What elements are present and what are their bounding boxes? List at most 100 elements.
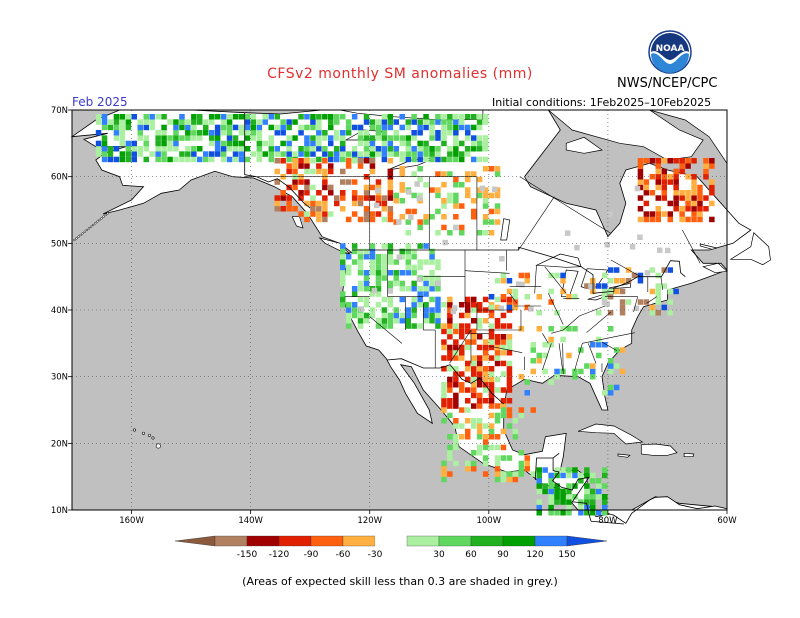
anomaly-cell [316,156,322,163]
anomaly-cell [643,190,650,196]
anomaly-cell [423,151,429,157]
anomaly-cell [494,208,501,215]
anomaly-cell [661,190,667,196]
anomaly-cells-layer [95,114,715,516]
anomaly-cell [107,146,114,152]
anomaly-cell [363,216,370,223]
anomaly-cell [453,339,459,345]
anomaly-cell [191,151,197,157]
anomaly-cell [643,216,650,223]
anomaly-cell [399,214,405,220]
anomaly-cell [465,407,471,413]
anomaly-cell [149,119,155,125]
anomaly-cell [530,471,536,477]
anomaly-cell [703,168,709,175]
anomaly-cell [381,312,388,319]
anomaly-cell [381,206,388,212]
anomaly-cell [435,114,441,120]
anomaly-cell [453,328,459,335]
anomaly-cell [572,368,578,375]
anomaly-cell [453,376,459,383]
anomaly-cell [584,363,590,369]
anomaly-cell [453,371,459,377]
anomaly-cell [649,190,656,196]
anomaly-cell [476,398,483,404]
anomaly-cell [369,124,376,131]
anomaly-cell [590,342,596,348]
anomaly-cell [691,190,697,196]
anomaly-cell [524,294,530,300]
anomaly-cell [256,151,263,157]
anomaly-cell [334,200,340,207]
organization-label: NWS/NCEP/CPC [617,76,718,91]
anomaly-cell [185,124,191,131]
lon-label: 120W [357,516,382,526]
anomaly-cell [155,114,161,120]
anomaly-cell [298,195,304,201]
anomaly-cell [244,124,251,131]
anomaly-cell [607,368,614,375]
anomaly-cell [387,270,394,276]
anomaly-cell [482,192,489,199]
anomaly-cell [465,171,471,177]
anomaly-cell [560,467,566,473]
anomaly-cell [500,360,507,367]
anomaly-cell [363,119,370,125]
anomaly-cell [465,376,471,383]
anomaly-cell [298,158,304,164]
anomaly-cell [316,130,322,136]
anomaly-cell [488,355,495,361]
colorbar-segment [406,535,440,547]
anomaly-cell [607,326,614,332]
anomaly-cell [369,146,376,152]
anomaly-cell [209,140,215,147]
anomaly-cell [500,428,507,435]
lon-label: 160W [119,516,144,526]
anomaly-cell [465,176,471,183]
anomaly-cell [500,476,507,483]
anomaly-cell [429,214,435,220]
anomaly-cell [393,270,399,276]
anomaly-cell [256,140,263,147]
anomaly-cell [506,304,513,311]
anomaly-cell [185,151,191,157]
anomaly-cell [482,376,489,383]
anomaly-cell [334,114,340,120]
us-state-line [660,276,663,291]
anomaly-cell [310,211,316,217]
anomaly-cell [453,146,459,152]
low-skill-cell [528,306,534,312]
anomaly-cell [209,135,215,141]
anomaly-cell [441,460,447,467]
low-skill-cell [588,284,594,290]
us-state-line [488,345,523,353]
anomaly-cell [447,344,453,351]
anomaly-cell [649,288,656,295]
anomaly-cell [512,299,519,305]
anomaly-cell [661,195,667,201]
anomaly-cell [369,291,376,297]
anomaly-cell [334,135,340,141]
anomaly-cell [482,296,489,303]
anomaly-cell [500,339,507,345]
anomaly-cell [566,488,572,495]
anomaly-cell [465,296,471,303]
anomaly-cell [465,387,471,393]
anomaly-cell [155,146,161,152]
us-state-line [509,293,518,304]
anomaly-cell [113,119,120,125]
anomaly-cell [500,412,507,419]
anomaly-cell [375,286,382,292]
anomaly-cell [649,211,656,217]
anomaly-cell [435,208,441,215]
anomaly-cell [119,135,126,141]
anomaly-cell [637,179,644,185]
anomaly-cell [482,156,489,163]
anomaly-cell [548,288,554,295]
anomaly-cell [661,211,667,217]
anomaly-cell [441,355,447,361]
anomaly-cell [214,114,221,120]
anomaly-cell [506,387,513,393]
anomaly-cell [447,198,453,204]
anomaly-cell [447,323,453,329]
